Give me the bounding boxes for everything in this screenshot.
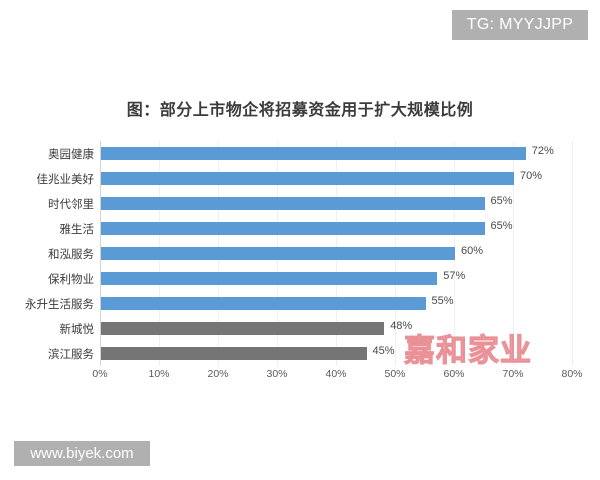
category-label: 奥园健康: [48, 149, 94, 161]
x-tick-label: 50%: [384, 368, 406, 380]
grid-line: [513, 141, 514, 366]
x-tick-label: 30%: [266, 368, 288, 380]
bar: [101, 197, 485, 210]
category-label: 时代邻里: [48, 199, 94, 211]
category-axis-labels: 奥园健康佳兆业美好时代邻里雅生活和泓服务保利物业永升生活服务新城悦滨江服务: [0, 141, 94, 366]
grid-line: [572, 141, 573, 366]
bar-row: 65%: [101, 216, 573, 241]
bar-row: 72%: [101, 141, 573, 166]
bar-row: 48%: [101, 316, 573, 341]
bar-value-label: 57%: [443, 270, 466, 282]
x-tick-label: 70%: [502, 368, 524, 380]
bar-row: 57%: [101, 266, 573, 291]
category-label: 永升生活服务: [25, 299, 94, 311]
plot-area: 72% 70% 65% 65% 60% 57% 55% 48% 45%: [100, 141, 573, 366]
category-axis-spine: [100, 141, 101, 366]
bar-value-label: 45%: [372, 345, 395, 357]
bar: [101, 247, 455, 260]
x-tick-label: 10%: [148, 368, 170, 380]
bar: [101, 147, 526, 160]
x-tick-label: 80%: [561, 368, 583, 380]
bar-chart: 图：部分上市物企将招募资金用于扩大规模比例 奥园健康佳兆业美好时代邻里雅生活和泓…: [0, 102, 583, 386]
site-url-watermark: www.biyek.com: [14, 441, 150, 466]
bar-row: 60%: [101, 241, 573, 266]
bar-row: 70%: [101, 166, 573, 191]
bar-row: 55%: [101, 291, 573, 316]
category-label: 和泓服务: [48, 249, 94, 261]
bar-value-label: 70%: [520, 170, 543, 182]
x-tick-label: 60%: [443, 368, 465, 380]
bar-row: 65%: [101, 191, 573, 216]
chart-title: 图：部分上市物企将招募资金用于扩大规模比例: [126, 102, 474, 119]
x-tick-label: 0%: [92, 368, 108, 380]
x-tick-label: 40%: [325, 368, 347, 380]
bar: [101, 172, 514, 185]
category-label: 保利物业: [48, 274, 94, 286]
bar: [101, 222, 485, 235]
bar: [101, 347, 367, 360]
bar: [101, 297, 426, 310]
tg-watermark-badge: TG: MYYJJPP: [452, 10, 588, 40]
category-label: 新城悦: [59, 324, 95, 336]
brand-watermark: 嘉和家业: [404, 333, 532, 369]
bar-value-label: 48%: [390, 320, 413, 332]
category-label: 滨江服务: [48, 349, 94, 361]
bar-value-label: 65%: [490, 220, 513, 232]
bar-value-label: 65%: [490, 195, 513, 207]
bar-value-label: 55%: [431, 295, 454, 307]
bar-value-label: 72%: [531, 145, 554, 157]
bar-value-label: 60%: [461, 245, 484, 257]
category-label: 雅生活: [59, 224, 95, 236]
x-tick-label: 20%: [207, 368, 229, 380]
bar: [101, 272, 438, 285]
value-axis-labels: 0% 10% 20% 30% 40% 50% 60% 70% 80%: [92, 368, 582, 386]
category-label: 佳兆业美好: [36, 174, 95, 186]
bar-row: 45%: [101, 341, 573, 366]
bar: [101, 322, 385, 335]
